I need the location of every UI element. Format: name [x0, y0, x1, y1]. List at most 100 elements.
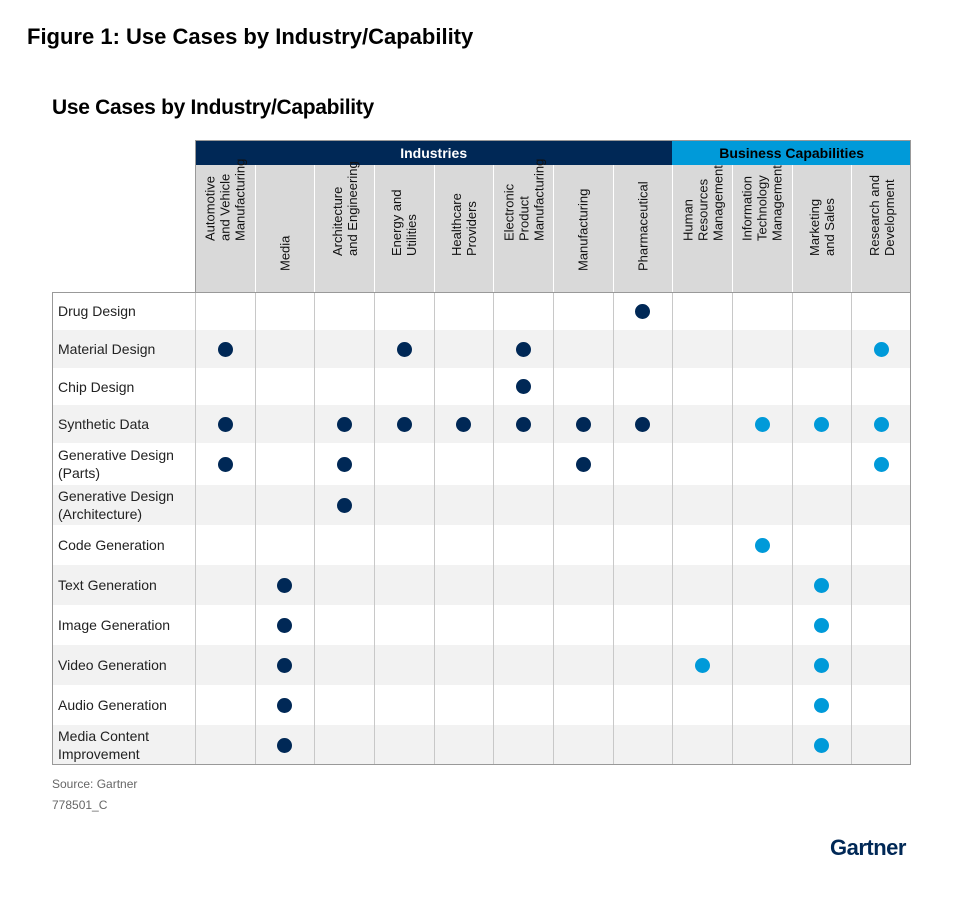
- use-case-dot: [695, 657, 711, 673]
- use-case-dot: [456, 416, 472, 432]
- matrix-cell: [314, 565, 374, 605]
- matrix-cell: [374, 605, 434, 645]
- matrix-cell: [254, 565, 315, 605]
- matrix-cell: [493, 368, 553, 405]
- use-case-dot: [874, 456, 890, 472]
- column-header: Pharmaceutical: [612, 165, 673, 292]
- row-label: Audio Generation: [58, 697, 167, 713]
- table-row: Code Generation: [52, 525, 911, 565]
- matrix-cell: [672, 645, 732, 685]
- matrix-cell: [612, 485, 673, 525]
- use-case-dot: [814, 697, 830, 713]
- column-header: Information Technology Management: [732, 165, 792, 292]
- matrix-cell: [493, 685, 553, 725]
- matrix-cell: [195, 725, 255, 765]
- matrix-cell: [732, 330, 792, 368]
- matrix-cell: [791, 330, 852, 368]
- use-case-dot: [396, 416, 412, 432]
- matrix-cell: [433, 645, 494, 685]
- use-case-dot: [874, 341, 890, 357]
- column-header: Marketing and Sales: [791, 165, 852, 292]
- matrix-cell: [791, 645, 852, 685]
- column-header-label: Healthcare Providers: [448, 193, 479, 256]
- matrix-cell: [612, 330, 673, 368]
- matrix-cell: [851, 725, 911, 765]
- matrix-cell: [851, 565, 911, 605]
- column-header: Electronic Product Manufacturing: [493, 159, 553, 292]
- matrix-cell: [314, 485, 374, 525]
- matrix-cell: [553, 605, 613, 645]
- column-header-label: Electronic Product Manufacturing: [501, 158, 547, 241]
- gartner-logo: Gartner: [830, 835, 906, 860]
- use-case-dot: [516, 341, 532, 357]
- table-row: Text Generation: [52, 565, 911, 605]
- matrix-cell: [433, 725, 494, 765]
- matrix-cell: [195, 685, 255, 725]
- matrix-cell: [433, 443, 494, 485]
- matrix-cell: [553, 292, 613, 330]
- matrix-cell: [553, 485, 613, 525]
- use-case-dot: [814, 617, 830, 633]
- matrix-cell: [851, 443, 911, 485]
- matrix-cell: [314, 368, 374, 405]
- matrix-cell: [851, 405, 911, 443]
- use-case-dot: [337, 416, 353, 432]
- matrix-cell: [433, 685, 494, 725]
- matrix-cell: [254, 292, 315, 330]
- matrix-cell: [374, 330, 434, 368]
- matrix-cell: [374, 525, 434, 565]
- table-row: Material Design: [52, 330, 911, 368]
- use-case-dot: [217, 341, 233, 357]
- column-header-label: Media: [277, 235, 293, 271]
- matrix-cell: [195, 605, 255, 645]
- matrix-cell: [791, 443, 852, 485]
- matrix-cell: [553, 405, 613, 443]
- matrix-cell: [732, 685, 792, 725]
- table-row: Synthetic Data: [52, 405, 911, 443]
- column-header-label: Architecture and Engineering: [329, 161, 360, 256]
- matrix-cell: [254, 605, 315, 645]
- matrix-cell: [493, 525, 553, 565]
- column-header-label: Research and Development: [866, 175, 897, 256]
- matrix-cell: [672, 565, 732, 605]
- matrix-cell: [195, 292, 255, 330]
- column-header-label: Automotive and Vehicle Manufacturing: [202, 158, 248, 241]
- matrix-cell: [195, 368, 255, 405]
- matrix-cell: [672, 485, 732, 525]
- matrix-cell: [374, 443, 434, 485]
- matrix-cell: [314, 645, 374, 685]
- figure-code: 778501_C: [52, 798, 108, 812]
- matrix-cell: [791, 405, 852, 443]
- row-label: Material Design: [58, 341, 156, 357]
- use-case-dot: [814, 657, 830, 673]
- matrix-cell: [314, 525, 374, 565]
- matrix-cell: [791, 725, 852, 765]
- matrix-cell: [314, 292, 374, 330]
- matrix-cell: [254, 685, 315, 725]
- matrix-cell: [493, 485, 553, 525]
- matrix-cell: [195, 330, 255, 368]
- matrix-cell: [493, 292, 553, 330]
- matrix-cell: [851, 685, 911, 725]
- matrix-cell: [791, 292, 852, 330]
- matrix-cell: [851, 292, 911, 330]
- matrix-cell: [553, 525, 613, 565]
- matrix-cell: [553, 565, 613, 605]
- matrix-cell: [493, 405, 553, 443]
- matrix-cell: [195, 405, 255, 443]
- matrix-cell: [791, 525, 852, 565]
- matrix-cell: [195, 485, 255, 525]
- matrix-cell: [732, 443, 792, 485]
- column-header: Human Resources Management: [672, 165, 732, 292]
- matrix-cell: [612, 525, 673, 565]
- use-case-dot: [396, 341, 412, 357]
- table-row: Generative Design (Parts): [52, 443, 911, 485]
- use-case-dot: [635, 416, 651, 432]
- use-case-dot: [575, 456, 591, 472]
- use-case-dot: [754, 537, 770, 553]
- figure-title: Figure 1: Use Cases by Industry/Capabili…: [27, 24, 474, 49]
- matrix-cell: [493, 565, 553, 605]
- use-case-dot: [217, 416, 233, 432]
- use-case-dot: [516, 416, 532, 432]
- use-case-dot: [874, 416, 890, 432]
